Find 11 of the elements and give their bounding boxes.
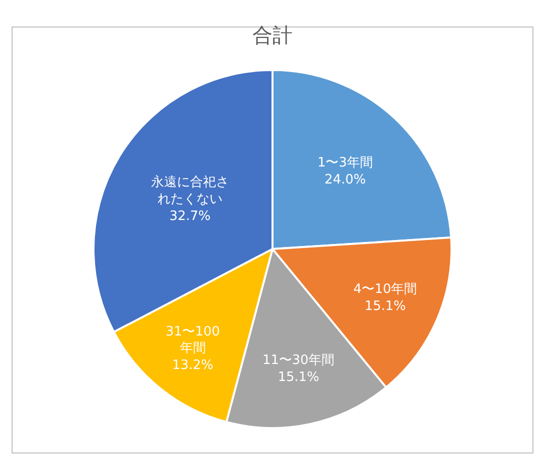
- slice-label: 永遠に合祀されたくない: [150, 174, 229, 208]
- slice-label: 4〜10年間: [353, 282, 418, 297]
- slice-label: 1〜3年間: [317, 156, 373, 171]
- data-label: 15.1%: [278, 370, 320, 386]
- data-label: 15.1%: [364, 298, 406, 314]
- data-label: 13.2%: [172, 358, 214, 374]
- data-label: 32.7%: [169, 208, 211, 224]
- slice-label: 31〜100年間: [166, 324, 220, 356]
- data-label: 24.0%: [324, 172, 366, 188]
- chart-title: 合計: [252, 23, 292, 48]
- slice-label: 11〜30年間: [262, 353, 335, 368]
